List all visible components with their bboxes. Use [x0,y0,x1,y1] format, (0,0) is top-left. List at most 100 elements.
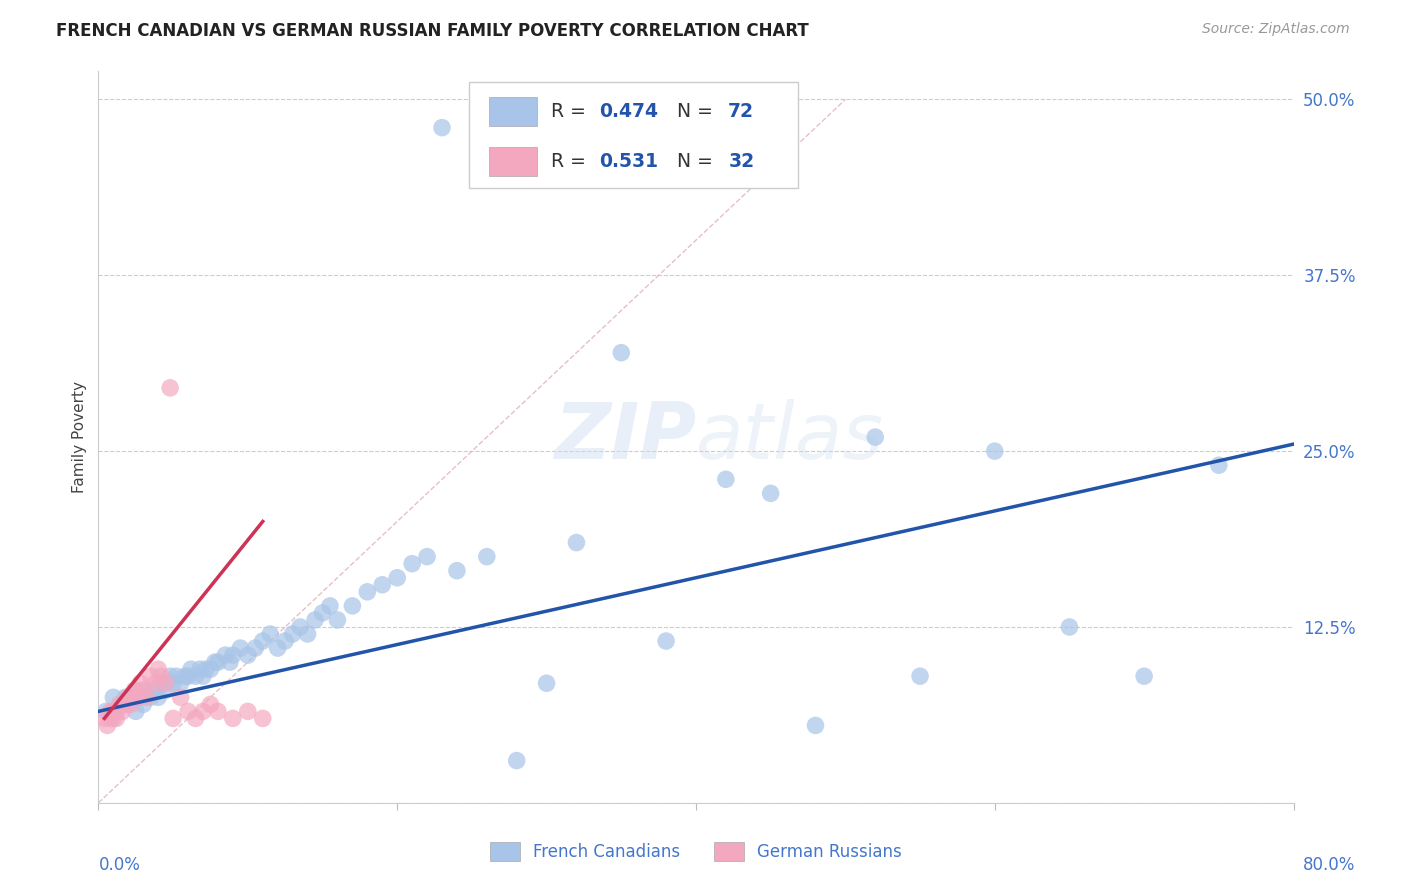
Text: 0.474: 0.474 [599,102,658,121]
Point [174,669,197,683]
Y-axis label: Family Poverty: Family Poverty [72,381,87,493]
Point [148,690,170,705]
Point [229,641,252,656]
Point [219,655,242,669]
Point [103,690,125,705]
Point [132,683,155,698]
Point [536,676,558,690]
Point [143,676,166,690]
Point [120,698,142,712]
Point [143,683,166,698]
Point [236,705,259,719]
Legend: French Canadians, German Russians: French Canadians, German Russians [484,835,908,868]
Point [319,599,342,613]
Point [385,571,409,585]
Point [259,627,281,641]
FancyBboxPatch shape [489,146,537,176]
Point [184,669,207,683]
Point [162,711,184,725]
Text: ZIP: ZIP [554,399,696,475]
Point [236,648,259,662]
Point [311,606,333,620]
Point [281,627,304,641]
Point [125,683,148,698]
FancyBboxPatch shape [470,82,797,188]
Text: N =: N = [676,152,718,171]
Point [1208,458,1230,473]
Point [114,698,136,712]
Text: Source: ZipAtlas.com: Source: ZipAtlas.com [1202,22,1350,37]
Point [804,718,827,732]
Point [111,705,134,719]
Point [105,711,128,725]
Point [98,705,122,719]
Point [159,669,181,683]
Point [159,381,181,395]
Point [207,655,229,669]
Point [150,669,173,683]
Text: FRENCH CANADIAN VS GERMAN RUSSIAN FAMILY POVERTY CORRELATION CHART: FRENCH CANADIAN VS GERMAN RUSSIAN FAMILY… [56,22,808,40]
Point [1133,669,1156,683]
Point [207,705,229,719]
Text: R =: R = [551,102,592,121]
Point [169,676,191,690]
Point [908,669,931,683]
Point [401,557,423,571]
Point [148,662,170,676]
Point [132,698,155,712]
Point [93,711,115,725]
Text: atlas: atlas [696,399,884,475]
Point [103,705,125,719]
Point [759,486,782,500]
Point [222,648,245,662]
Point [188,662,211,676]
Point [105,705,128,719]
Point [120,690,142,705]
Point [155,676,177,690]
Text: R =: R = [551,152,592,171]
Point [714,472,737,486]
Point [267,641,290,656]
Text: 0.0%: 0.0% [98,856,141,874]
Point [195,662,218,676]
Point [475,549,498,564]
Point [127,690,149,705]
Point [297,627,319,641]
Point [430,120,453,135]
Point [150,676,173,690]
Point [169,690,191,705]
Point [129,676,152,690]
Point [98,711,122,725]
Point [222,711,245,725]
Point [117,690,139,705]
Point [655,634,678,648]
Point [135,683,157,698]
Point [177,705,200,719]
Point [125,705,148,719]
Point [1059,620,1081,634]
Point [865,430,887,444]
Point [245,641,267,656]
Point [103,711,125,725]
Point [110,698,132,712]
Point [288,620,311,634]
Point [200,662,222,676]
Point [184,711,207,725]
Text: N =: N = [676,102,718,121]
FancyBboxPatch shape [489,97,537,127]
Point [304,613,326,627]
Point [124,683,146,698]
Point [162,676,184,690]
Point [135,690,157,705]
Point [94,705,117,719]
Point [274,634,297,648]
Point [565,535,588,549]
Point [114,690,136,705]
Point [204,655,226,669]
Point [108,698,131,712]
Point [356,584,378,599]
Point [446,564,468,578]
Point [342,599,364,613]
Point [139,669,162,683]
Point [214,648,236,662]
